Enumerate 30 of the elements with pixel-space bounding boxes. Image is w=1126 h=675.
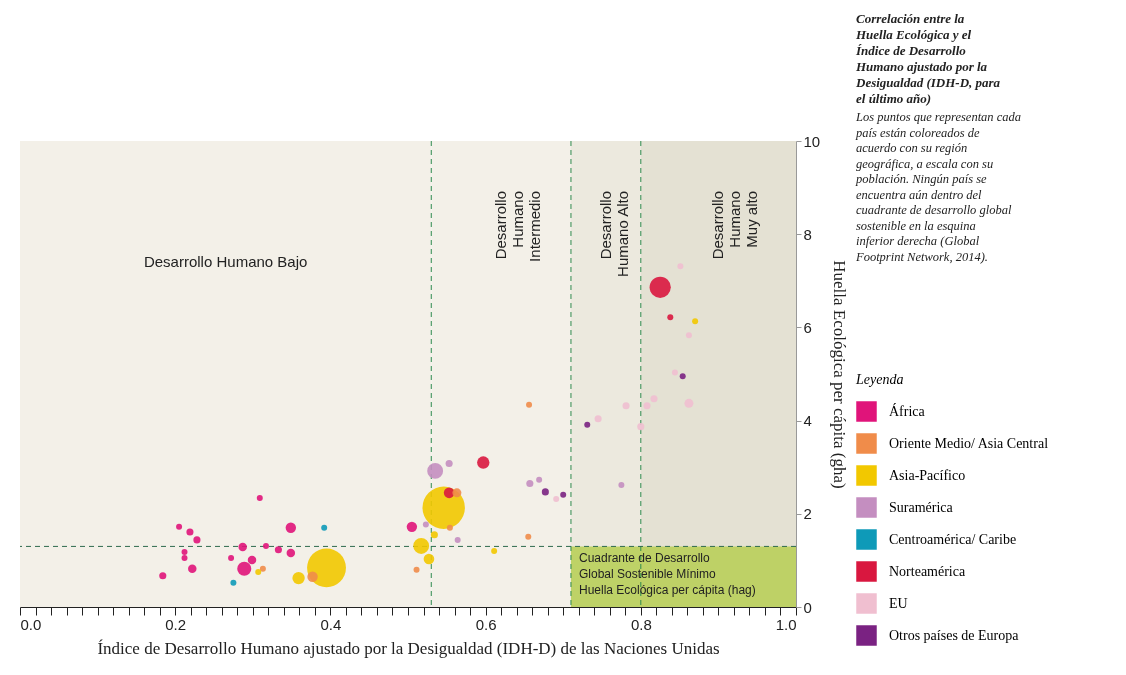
y-tick-label: 10 xyxy=(803,132,821,150)
legend-label: Asia-Pacífico xyxy=(889,467,966,483)
y-tick-label: 4 xyxy=(803,412,812,430)
x-tick-label: 0.8 xyxy=(630,615,652,633)
x-axis-title: Índice de Desarrollo Humano ajustado por la Desigualdad (IDH-D) de las Naciones Unidas xyxy=(97,638,720,658)
y-tick-label: 8 xyxy=(803,225,812,243)
band-label: Desarrollo Humano Bajo xyxy=(143,253,308,271)
legend-title: Leyenda xyxy=(855,372,904,387)
text: Los puntos que representan cada país están coloreados de acuerdo con su región geográfica, a escala con su población. Ningún país se encuentra aún dentro del cuadrante de desarrollo global sostenible en la esquina inferior derecha (Global Footprint Network, 2014). xyxy=(856,110,1022,264)
legend-label: Norteamérica xyxy=(889,563,966,579)
x-tick-label: 0.0 xyxy=(20,615,42,633)
y-tick-label: 2 xyxy=(803,505,812,523)
band-label: Desarrollo Humano Alto xyxy=(596,191,631,277)
legend-label: Suramérica xyxy=(889,499,954,515)
x-tick-label: 0.2 xyxy=(165,615,187,633)
y-tick-label: 0 xyxy=(803,598,812,616)
y-tick-label: 6 xyxy=(803,318,812,336)
band-label: Desarrollo Humano Muy alto xyxy=(709,191,761,260)
legend-label: EU xyxy=(889,595,908,611)
legend-label: Centroamérica/ Caribe xyxy=(889,531,1017,547)
band-label: Desarrollo Humano Intermedio xyxy=(492,191,544,262)
legend-label: Otros países de Europa xyxy=(889,627,1020,643)
y-axis-title: Huella Ecológica per cápita (gha) xyxy=(830,260,850,489)
x-tick-label: 1.0 xyxy=(775,615,797,633)
legend-label: Oriente Medio/ Asia Central xyxy=(889,435,1049,451)
band-label: Cuadrante de Desarrollo Global Sostenible Mínimo Huella Ecológica per cápita (hag) xyxy=(578,551,756,598)
x-tick-label: 0.6 xyxy=(475,615,497,633)
legend-label: África xyxy=(889,402,926,419)
x-tick-label: 0.4 xyxy=(320,615,342,633)
text: Correlación entre la Huella Ecológica y el Índice de Desarrollo Humano ajustado por la Desigualdad (IDH-D, para el último año) xyxy=(855,11,1001,106)
